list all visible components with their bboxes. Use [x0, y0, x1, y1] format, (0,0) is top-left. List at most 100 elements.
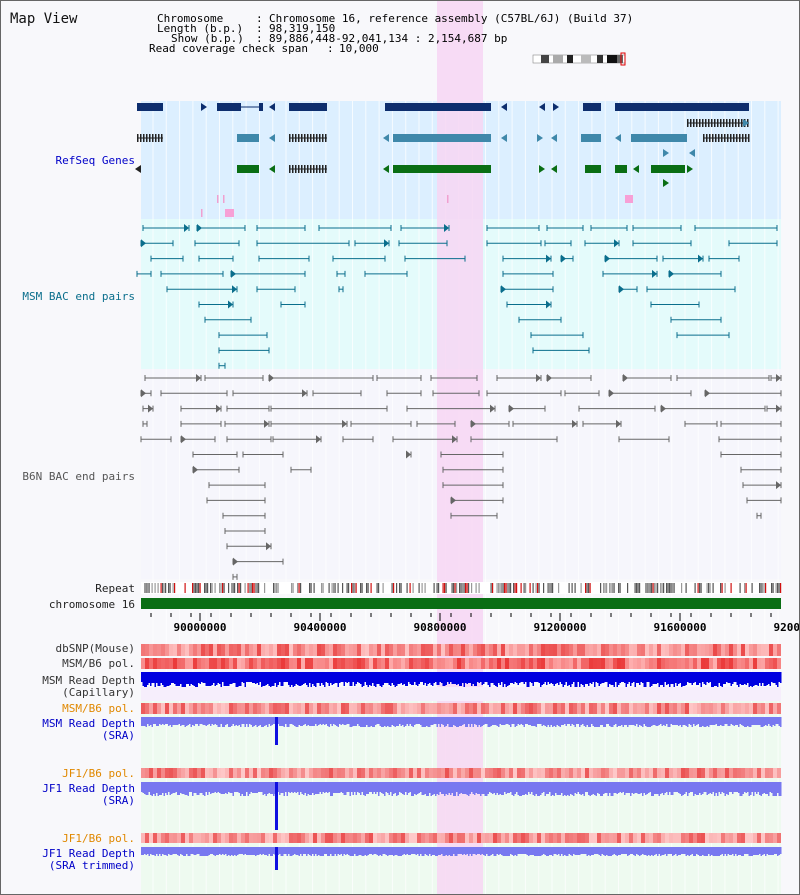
depth-bar [567, 847, 569, 856]
heat-cell [253, 658, 257, 669]
chromosome-ideogram[interactable] [532, 52, 626, 66]
selection-highlight[interactable] [437, 1, 483, 894]
depth-bar [654, 782, 656, 794]
depth-bar [661, 672, 663, 685]
depth-bar [199, 672, 201, 684]
depth-bar [720, 847, 722, 855]
depth-bar [325, 782, 327, 792]
depth-bar [406, 782, 408, 795]
heat-cell [605, 658, 609, 669]
depth-bar [676, 717, 678, 725]
depth-bar [403, 672, 405, 684]
heat-cell [409, 833, 413, 843]
gene-exon [319, 165, 321, 173]
depth-bar [441, 717, 443, 724]
heat-cell [485, 644, 489, 656]
depth-bar [532, 672, 534, 686]
depth-bar [778, 782, 780, 796]
heat-cell [389, 644, 393, 656]
heat-cell [733, 703, 737, 714]
depth-bar [484, 782, 486, 796]
depth-bar [655, 782, 657, 794]
heat-cell [517, 833, 521, 843]
depth-bar [270, 782, 272, 794]
depth-bar [547, 782, 549, 794]
depth-bar [484, 847, 486, 856]
depth-bar [735, 782, 737, 792]
depth-bar [501, 672, 503, 682]
refseq-genes-track[interactable] [135, 103, 750, 217]
depth-bar [640, 672, 642, 682]
heat-cell [733, 644, 737, 656]
depth-bar [594, 717, 596, 727]
depth-bar [669, 847, 671, 854]
heat-cell [245, 833, 249, 843]
heat-cell [217, 768, 221, 778]
depth-bar [678, 782, 680, 793]
heat-cell [517, 658, 521, 669]
depth-bar [451, 782, 453, 793]
depth-bar [337, 672, 339, 687]
track-label-b6n-bac[interactable]: B6N BAC end pairs [22, 470, 135, 483]
track-label-refseq[interactable]: RefSeq Genes [55, 154, 135, 167]
depth-bar [595, 672, 597, 682]
heat-cell [497, 768, 501, 778]
heat-cell [341, 644, 345, 656]
heat-cell [773, 833, 777, 843]
heat-cell [581, 644, 585, 656]
heat-cell [621, 768, 625, 778]
depth-bar [250, 672, 252, 682]
depth-bar [423, 847, 425, 856]
gene-exon [298, 134, 300, 142]
heat-cell [169, 833, 173, 843]
heat-cell [581, 768, 585, 778]
depth-bar [408, 717, 410, 726]
heat-cell [505, 833, 509, 843]
repeat-element [196, 583, 198, 593]
depth-bar [666, 672, 668, 685]
depth-bar [547, 847, 549, 856]
depth-bar [721, 672, 723, 687]
depth-bar [241, 717, 243, 724]
b6n-bac-track[interactable] [140, 374, 782, 580]
heat-cell [605, 768, 609, 778]
depth-bar [144, 782, 146, 794]
depth-bar [306, 717, 308, 726]
colon: : [327, 42, 334, 55]
heat-cell [301, 703, 305, 714]
depth-bar [687, 717, 689, 727]
depth-bar [232, 672, 234, 683]
depth-bar [384, 847, 386, 854]
heat-cell [157, 768, 161, 778]
gene-exon [152, 134, 154, 142]
heat-cell [429, 644, 433, 656]
depth-bar [324, 782, 326, 793]
depth-bar [306, 847, 308, 856]
depth-bar [156, 847, 158, 854]
heat-cell [473, 833, 477, 843]
depth-bar [576, 717, 578, 724]
heat-cell [673, 658, 677, 669]
heat-cell [353, 658, 357, 669]
heat-cell [569, 833, 573, 843]
depth-bar [603, 672, 605, 683]
heat-cell [169, 768, 173, 778]
gene-exon [703, 134, 705, 142]
b6n-bac-arrow [616, 419, 621, 428]
depth-bar [241, 847, 243, 854]
depth-bar [436, 782, 438, 794]
msm-bac-track[interactable] [136, 224, 778, 369]
b6n-bac-arrow [623, 374, 628, 382]
depth-bar [150, 847, 152, 854]
depth-bar [604, 847, 606, 856]
depth-bar [303, 847, 305, 854]
depth-bar [501, 847, 503, 855]
depth-bar [199, 717, 201, 724]
repeat-element [618, 583, 620, 593]
msm-bac-arrow [228, 300, 233, 309]
track-label-msm-bac[interactable]: MSM BAC end pairs [22, 290, 135, 303]
depth-bar [775, 717, 777, 724]
gene-exon [149, 134, 151, 142]
depth-bar [715, 717, 717, 724]
